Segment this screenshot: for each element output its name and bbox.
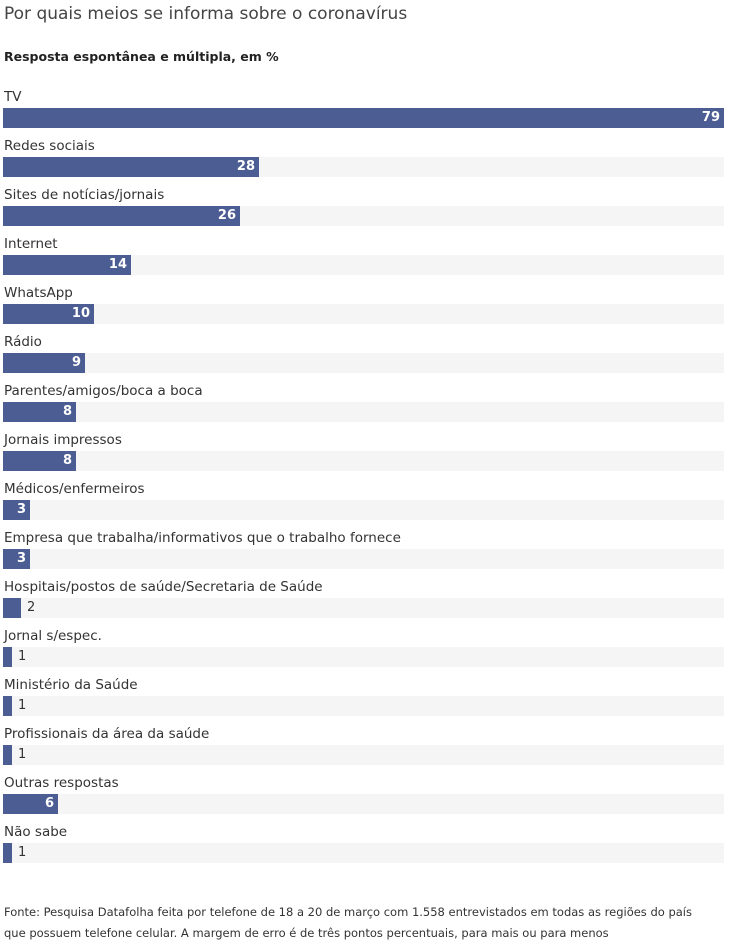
bar-track: 3	[3, 549, 724, 569]
value-label: 1	[18, 649, 27, 664]
category-label: Empresa que trabalha/informativos que o …	[4, 530, 401, 546]
bar-track: 28	[3, 157, 724, 177]
bar-row: Jornal s/espec. 1	[3, 627, 724, 671]
bar	[3, 402, 76, 422]
category-label: Parentes/amigos/boca a boca	[4, 383, 203, 399]
bar-chart: TV 79 Redes sociais 28 Sites de notícias/jor…	[3, 88, 724, 867]
category-label: Médicos/enfermeiros	[4, 481, 145, 497]
bar-row: TV 79	[3, 88, 724, 132]
bar	[3, 598, 21, 618]
bar	[3, 255, 131, 275]
bar-track: 3	[3, 500, 724, 520]
value-label: 6	[44, 796, 54, 811]
bar-row: Profissionais da área da saúde 1	[3, 725, 724, 769]
source-note: Fonte: Pesquisa Datafolha feita por tele…	[4, 905, 692, 940]
bar-track: 1	[3, 696, 724, 716]
bar-row: Internet 14	[3, 235, 724, 279]
bar-track: 1	[3, 647, 724, 667]
bar-track: 26	[3, 206, 724, 226]
value-label: 10	[71, 306, 90, 321]
chart-title: Por quais meios se informa sobre o coron…	[4, 4, 408, 24]
bar-track: 10	[3, 304, 724, 324]
bar	[3, 843, 12, 863]
category-label: Internet	[4, 236, 58, 252]
bar-track: 1	[3, 843, 724, 863]
value-label: 1	[18, 698, 27, 713]
value-label: 3	[16, 551, 26, 566]
bar	[3, 696, 12, 716]
value-label: 8	[62, 404, 72, 419]
bar	[3, 500, 30, 520]
bar-track: 2	[3, 598, 724, 618]
bar	[3, 794, 58, 814]
bar-row: Hospitais/postos de saúde/Secretaria de …	[3, 578, 724, 622]
category-label: Ministério da Saúde	[4, 677, 138, 693]
bar-row: Ministério da Saúde 1	[3, 676, 724, 720]
bar-row: Não sabe 1	[3, 823, 724, 867]
bar-track: 8	[3, 402, 724, 422]
bar	[3, 745, 12, 765]
bar	[3, 206, 240, 226]
bar	[3, 157, 259, 177]
bar-track: 14	[3, 255, 724, 275]
bar-track: 6	[3, 794, 724, 814]
bar-row: Empresa que trabalha/informativos que o …	[3, 529, 724, 573]
bar-row: Jornais impressos 8	[3, 431, 724, 475]
value-label: 79	[701, 110, 720, 125]
bar-track: 8	[3, 451, 724, 471]
bar-track: 9	[3, 353, 724, 373]
category-label: Outras respostas	[4, 775, 119, 791]
bar	[3, 304, 94, 324]
chart-subtitle: Resposta espontânea e múltipla, em %	[4, 49, 279, 64]
value-label: 9	[71, 355, 81, 370]
bar-track: 79	[3, 108, 724, 128]
bar-row: Médicos/enfermeiros 3	[3, 480, 724, 524]
category-label: Jornal s/espec.	[4, 628, 102, 644]
bar	[3, 451, 76, 471]
category-label: TV	[4, 89, 22, 105]
value-label: 8	[62, 453, 72, 468]
value-label: 28	[236, 159, 255, 174]
bar-row: Redes sociais 28	[3, 137, 724, 181]
bar-row: Rádio 9	[3, 333, 724, 377]
bar	[3, 353, 85, 373]
category-label: Não sabe	[4, 824, 68, 840]
bar-row: WhatsApp 10	[3, 284, 724, 328]
bar-row: Sites de notícias/jornais 26	[3, 186, 724, 230]
bar	[3, 108, 724, 128]
category-label: Hospitais/postos de saúde/Secretaria de …	[4, 579, 323, 595]
value-label: 2	[27, 600, 36, 615]
bar	[3, 549, 30, 569]
category-label: Jornais impressos	[4, 432, 122, 448]
bar-track: 1	[3, 745, 724, 765]
value-label: 1	[18, 747, 27, 762]
category-label: Sites de notícias/jornais	[4, 187, 165, 203]
category-label: Redes sociais	[4, 138, 95, 154]
category-label: Rádio	[4, 334, 42, 350]
value-label: 14	[108, 257, 127, 272]
bar-row: Parentes/amigos/boca a boca 8	[3, 382, 724, 426]
value-label: 26	[217, 208, 236, 223]
bar-row: Outras respostas 6	[3, 774, 724, 818]
value-label: 3	[16, 502, 26, 517]
value-label: 1	[18, 845, 27, 860]
bar	[3, 647, 12, 667]
category-label: Profissionais da área da saúde	[4, 726, 210, 742]
category-label: WhatsApp	[4, 285, 73, 301]
